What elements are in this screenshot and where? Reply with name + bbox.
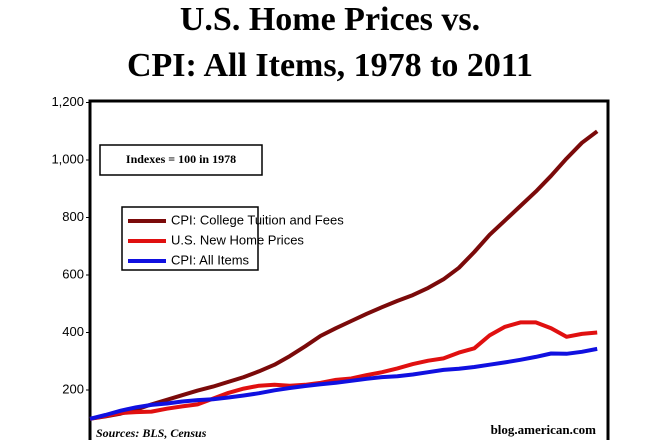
- series-line: [89, 346, 598, 421]
- y-tick-label: 600: [62, 266, 84, 281]
- y-tick-label: 800: [62, 209, 84, 224]
- legend-label: CPI: College Tuition and Fees: [171, 212, 344, 227]
- chart-title: U.S. Home Prices vs.: [180, 1, 480, 38]
- y-tick-label: 200: [62, 381, 84, 396]
- y-tick-label: 1,000: [51, 151, 84, 166]
- legend-label: CPI: All Items: [171, 252, 250, 267]
- y-tick-label: 400: [62, 324, 84, 339]
- legend-label: U.S. New Home Prices: [171, 232, 304, 247]
- annotation-box: [99, 144, 263, 176]
- source: Sources: BLS, Census: [96, 426, 207, 440]
- annotation: Indexes = 100 in 1978: [126, 152, 236, 166]
- plot-frame: [88, 99, 610, 440]
- credit: blog.american.com: [491, 422, 597, 437]
- chart-title: CPI: All Items, 1978 to 2011: [127, 47, 533, 84]
- y-tick-label: 1,200: [51, 94, 84, 109]
- series-line: [89, 129, 599, 421]
- series-line: [89, 320, 598, 421]
